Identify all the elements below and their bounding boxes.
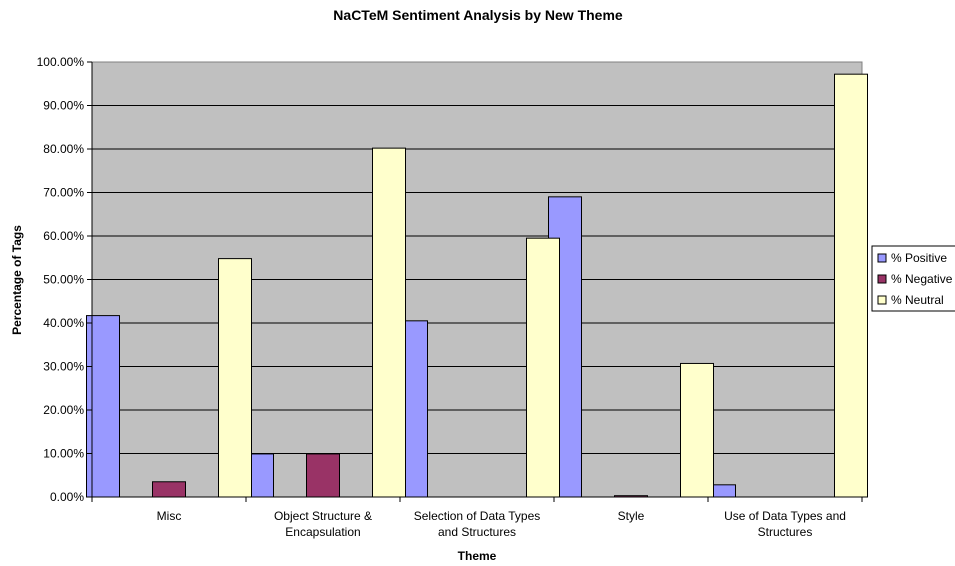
y-tick-label: 50.00% bbox=[43, 273, 84, 287]
y-tick-label: 80.00% bbox=[43, 142, 84, 156]
legend-label: % Neutral bbox=[891, 293, 944, 307]
y-tick-label: 10.00% bbox=[43, 447, 84, 461]
y-tick-label: 30.00% bbox=[43, 360, 84, 374]
x-tick-label: Selection of Data Types and Structures bbox=[414, 509, 541, 539]
legend-swatch bbox=[877, 295, 887, 305]
legend-swatch bbox=[877, 253, 887, 263]
x-tick-label: Style bbox=[618, 509, 645, 523]
y-tick-label: 70.00% bbox=[43, 186, 84, 200]
y-axis: 0.00% 10.00% 20.00% 30.00% 40.00% 50.00% 60.00… bbox=[37, 55, 93, 504]
x-tick-label: Object Structure & Encapsulation bbox=[274, 509, 372, 539]
legend-swatch bbox=[877, 274, 887, 284]
bar bbox=[834, 73, 868, 498]
legend: % Positive % Negative % Neutral bbox=[871, 245, 955, 312]
x-axis: Misc Object Structure & Encapsulation Selec… bbox=[91, 496, 863, 539]
y-axis-title: Percentage of Tags bbox=[10, 225, 24, 335]
bar bbox=[218, 258, 252, 498]
bar bbox=[306, 453, 340, 498]
legend-label: % Negative bbox=[891, 272, 953, 286]
x-tick-label: Use of Data Types and Structures bbox=[724, 509, 846, 539]
bar bbox=[526, 237, 560, 498]
legend-label: % Positive bbox=[891, 251, 947, 265]
x-tick-label: Misc bbox=[157, 509, 182, 523]
y-tick-label: 60.00% bbox=[43, 229, 84, 243]
x-axis-title: Theme bbox=[458, 549, 497, 563]
chart-title: NaCTeM Sentiment Analysis by New Theme bbox=[333, 7, 623, 23]
bar bbox=[86, 315, 120, 498]
y-tick-label: 90.00% bbox=[43, 99, 84, 113]
bar bbox=[372, 147, 406, 498]
y-tick-label: 0.00% bbox=[50, 490, 84, 504]
bar bbox=[152, 481, 186, 498]
y-tick-label: 20.00% bbox=[43, 403, 84, 417]
y-tick-label: 100.00% bbox=[37, 55, 85, 69]
y-tick-label: 40.00% bbox=[43, 316, 84, 330]
bar bbox=[680, 362, 714, 498]
